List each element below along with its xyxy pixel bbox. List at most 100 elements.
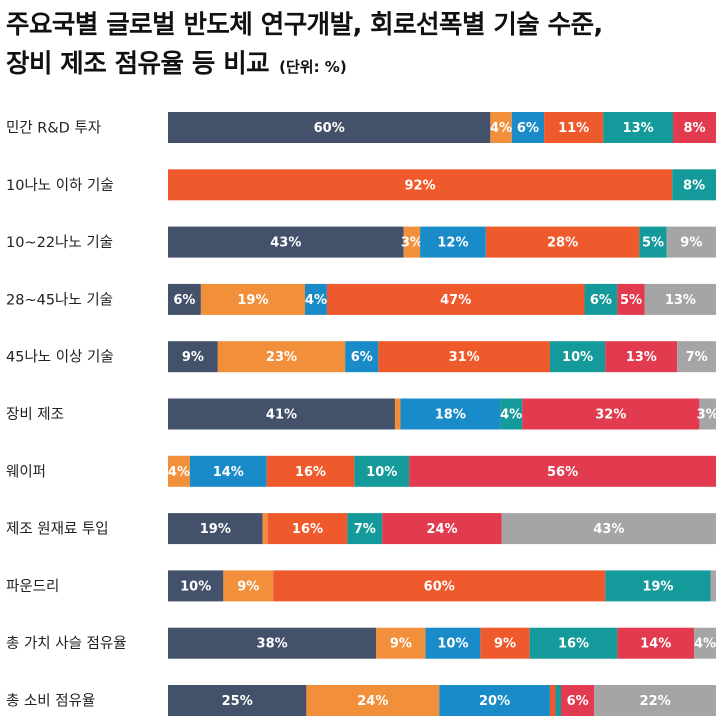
bar-segment [168,627,377,659]
bar-segment [511,112,545,143]
data-label: 41% [266,408,297,423]
data-label: 22% [640,694,671,709]
bar-segment [168,169,673,201]
category-label: 10나노 이하 기술 [6,177,114,194]
data-label: 47% [440,293,471,308]
data-label: 60% [314,121,345,136]
bar-segment [168,398,395,430]
title-line-1: 주요국별 글로벌 반도체 연구개발, 회로선폭별 기술 수준, [6,10,603,40]
bar-segment [266,455,355,487]
bar-segment [400,398,501,430]
data-label: 92% [405,178,436,193]
data-label: 28% [547,236,578,251]
category-label: 제조 원재료 투입 [6,521,109,538]
data-label: 4% [490,121,512,136]
bar-segment [644,283,716,315]
data-label: 16% [558,637,589,652]
data-label: 43% [593,522,624,537]
bar-segment [168,226,404,258]
data-label: 4% [694,637,716,652]
bar-segment [409,455,716,487]
bar-segment [200,283,305,315]
title-line-2-text: 장비 제조 점유율 등 비교 [6,49,270,79]
bar-segment [382,513,502,545]
data-label: 7% [354,522,376,537]
bar-segment [347,513,383,545]
bar-segment [376,627,426,659]
bar-segment [217,341,346,373]
data-label: 9% [182,350,204,365]
bar-segment [168,685,307,716]
data-label: 6% [567,694,589,709]
bar-segment [262,513,268,545]
data-label: 6% [590,293,612,308]
bar-segment [500,398,523,430]
category-label: 총 소비 점유율 [6,693,95,710]
category-label: 총 가치 사슬 점유율 [6,635,127,652]
bar-segment [168,455,190,487]
data-label: 12% [437,236,468,251]
category-label: 10~22나노 기술 [6,234,113,251]
data-label: 31% [449,350,480,365]
data-label: 8% [683,178,705,193]
data-label: 4% [500,408,522,423]
data-label: 43% [270,236,301,251]
bar-segment [694,627,716,659]
data-label: 9% [390,637,412,652]
bar-segment [223,570,274,602]
bar-segment [354,455,410,487]
bar-segment [529,627,618,659]
data-label: 19% [237,293,268,308]
category-label: 민간 R&D 투자 [6,120,101,137]
data-label: 10% [562,350,593,365]
bar-segment [273,570,606,602]
data-label: 13% [665,293,696,308]
bar-segment [699,398,716,430]
data-label: 13% [626,350,657,365]
data-label: 10% [180,579,211,594]
bar-segment [605,570,711,602]
bar-segment [168,513,263,545]
data-label: 24% [357,694,388,709]
data-label: 4% [305,293,327,308]
bar-segment [584,283,618,315]
unit-label: (단위: %) [279,58,347,76]
bar-segment [189,455,267,487]
data-label: 8% [683,121,705,136]
data-label: 4% [168,465,190,480]
data-label: 16% [295,465,326,480]
category-label: 장비 제조 [6,406,64,423]
bar-segment [673,112,716,143]
bar-segment [639,226,667,258]
data-label: 16% [292,522,323,537]
data-label: 18% [435,408,466,423]
bar-segment [326,283,585,315]
bar-segment [168,570,224,602]
bar-segment [594,685,716,716]
bar-segment [168,341,218,373]
data-label: 6% [351,350,373,365]
data-label: 32% [595,408,626,423]
bar-segment [549,685,556,716]
title-line-2: 장비 제조 점유율 등 비교 (단위: %) [6,45,718,87]
data-label: 3% [697,408,719,423]
data-label: 13% [623,121,654,136]
bar-segment [267,513,348,545]
bar-segment [672,169,716,201]
bar-segment [168,283,201,315]
bar-segment [403,226,421,258]
bar-segment [305,283,327,315]
bar-segment [485,226,640,258]
bar-segment [555,685,562,716]
data-label: 6% [517,121,539,136]
bar-segment [345,341,379,373]
data-label: 5% [620,293,642,308]
data-label: 14% [640,637,671,652]
bar-segment [561,685,595,716]
data-label: 56% [547,465,578,480]
category-label: 웨이퍼 [6,463,46,480]
bar-segment [501,513,716,545]
data-label: 25% [222,694,253,709]
bar-segment [394,398,401,430]
